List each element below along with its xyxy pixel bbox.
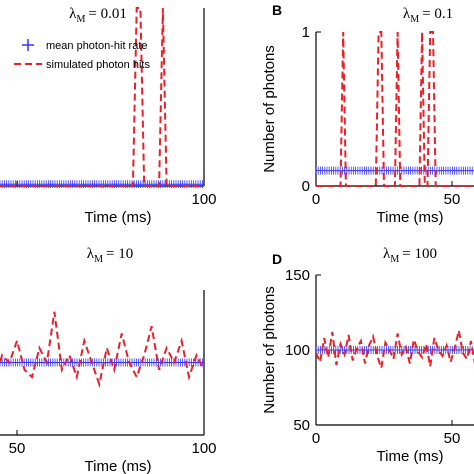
y-tick-label: 50 <box>293 417 310 434</box>
y-tick-label: 1 <box>302 24 310 41</box>
x-tick-label: 0 <box>312 191 320 208</box>
x-tick-label: 0 <box>312 430 320 447</box>
x-axis-label: Time (ms) <box>377 209 444 226</box>
plot-area <box>316 31 474 187</box>
y-axis-label: Number of photons <box>261 45 278 173</box>
x-tick-label: 100 <box>191 440 216 457</box>
x-tick-label: 50 <box>444 430 461 447</box>
x-axis-label: Time (ms) <box>377 448 444 465</box>
plot-area <box>316 330 474 369</box>
panel-letter: B <box>272 2 282 18</box>
legend: mean photon-hit rate simulated photon hit… <box>14 39 150 71</box>
simulated-hits-line <box>316 330 474 369</box>
legend-label-mean: mean photon-hit rate <box>46 40 148 52</box>
x-axis-label: Time (ms) <box>85 209 152 226</box>
x-axis-label: Time (ms) <box>85 458 152 474</box>
chart-panel-2: 0 50 0 1 Time (ms) Number of photons λM = 0.1 B <box>261 2 474 226</box>
y-tick-label: 150 <box>285 267 310 284</box>
x-tick-label: 50 <box>9 440 26 457</box>
plot-area <box>0 7 204 188</box>
chart-title: λM = 0.01 <box>69 6 127 25</box>
y-tick-label: 0 <box>302 178 310 195</box>
x-tick-label: 50 <box>444 191 461 208</box>
chart-title: λM = 100 <box>383 246 437 265</box>
simulated-hits-line <box>0 311 204 389</box>
simulated-hits-line <box>316 31 474 187</box>
y-tick-label: 100 <box>285 342 310 359</box>
panel-letter: D <box>272 251 282 267</box>
legend-label-sim: simulated photon hits <box>46 59 150 71</box>
simulated-hits-line <box>0 7 204 187</box>
x-tick-label: 100 <box>191 191 216 208</box>
chart-title: λM = 0.1 <box>403 6 453 25</box>
chart-panel-1: 100 Time (ms) λM = 0.01 mean photon-hit rate… <box>0 6 217 226</box>
plot-area <box>0 311 204 389</box>
chart-panel-3: 50 100 Time (ms) λM = 10 <box>0 246 217 474</box>
chart-title: λM = 10 <box>87 246 133 265</box>
y-axis-label: Number of photons <box>261 286 278 414</box>
